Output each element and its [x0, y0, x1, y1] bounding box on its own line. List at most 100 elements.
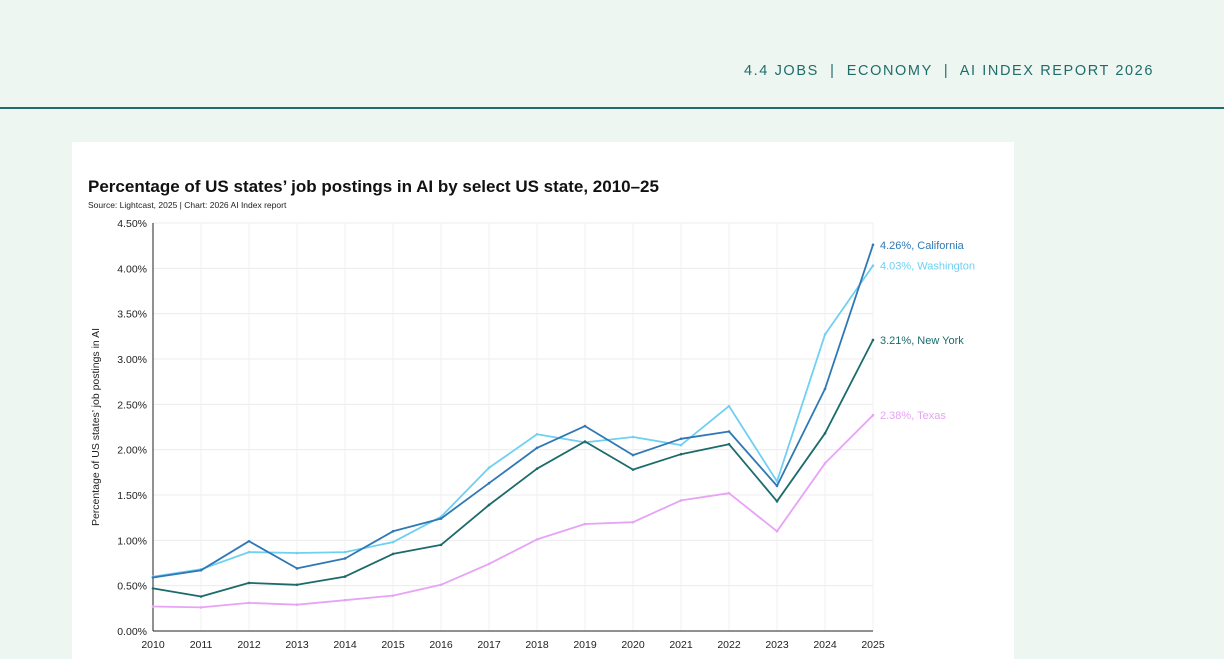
header-chapter: ECONOMY [846, 63, 933, 79]
x-tick-label: 2016 [429, 639, 453, 651]
series-line-california [152, 244, 874, 579]
header-section: 4.4 JOBS [744, 63, 819, 79]
data-point-texas [487, 562, 491, 566]
y-tick-label: 2.00% [117, 445, 147, 457]
header-breadcrumb: 4.4 JOBS | ECONOMY | AI INDEX REPORT 202… [744, 63, 1154, 79]
data-point-texas [151, 605, 155, 608]
data-point-washington [871, 264, 875, 267]
y-tick-label: 0.50% [117, 581, 147, 593]
data-point-california [343, 557, 347, 560]
data-point-washington [343, 550, 347, 554]
data-point-california [295, 567, 299, 570]
data-point-new-york [151, 587, 155, 590]
x-tick-label: 2013 [285, 639, 309, 651]
data-point-texas [199, 606, 203, 609]
data-point-new-york [631, 468, 635, 471]
x-tick-label: 2012 [237, 639, 261, 651]
end-label-california: 4.26%, California [880, 240, 965, 252]
x-tick-label: 2014 [333, 639, 357, 651]
data-point-texas [583, 522, 587, 526]
data-point-new-york [247, 581, 251, 585]
x-tick-label: 2020 [621, 639, 645, 651]
data-point-washington [295, 551, 299, 555]
x-tick-label: 2017 [477, 639, 501, 651]
line-chart: 0.00% 0.50% 1.00% 1.50% 2.00% 2.50% 3.00% 3.50%… [90, 218, 975, 651]
y-tick-label: 4.50% [117, 218, 147, 230]
data-point-california [679, 437, 683, 441]
data-point-california [823, 387, 827, 391]
data-point-new-york [679, 452, 683, 456]
data-point-new-york [487, 503, 491, 507]
data-point-texas [679, 499, 683, 502]
data-point-texas [343, 598, 347, 602]
end-label-washington: 4.03%, Washington [880, 261, 975, 273]
x-tick-label: 2018 [525, 639, 549, 651]
data-point-texas [295, 603, 299, 607]
data-point-texas [727, 491, 731, 495]
data-point-new-york [583, 440, 587, 443]
data-point-new-york [823, 432, 827, 435]
data-point-california [247, 539, 251, 543]
header-separator: | [943, 63, 950, 79]
series-line-texas [152, 414, 874, 609]
data-point-new-york [343, 575, 347, 578]
x-tick-label: 2023 [765, 639, 789, 651]
x-tick-label: 2010 [141, 639, 165, 651]
y-tick-label: 1.00% [117, 535, 147, 547]
data-point-texas [247, 601, 251, 605]
data-point-new-york [295, 583, 299, 587]
data-point-washington [679, 443, 683, 447]
data-point-california [151, 576, 155, 579]
x-tick-label: 2022 [717, 639, 741, 651]
data-point-new-york [727, 442, 731, 446]
data-point-california [583, 424, 587, 428]
end-label-texas: 2.38%, Texas [880, 410, 946, 422]
x-tick-label: 2024 [813, 639, 837, 651]
data-point-new-york [391, 552, 395, 556]
data-point-california [487, 481, 491, 485]
series-line-washington [152, 265, 874, 578]
data-point-california [727, 430, 731, 433]
header-report: AI INDEX REPORT 2026 [959, 63, 1154, 79]
data-point-washington [727, 404, 731, 408]
x-tick-label: 2021 [669, 639, 693, 651]
data-point-washington [775, 480, 779, 483]
data-point-california [391, 529, 395, 533]
y-tick-label: 4.00% [117, 263, 147, 275]
data-point-california [775, 484, 779, 488]
x-tick-label: 2011 [190, 639, 213, 651]
chart-card: Percentage of US states’ job postings in… [72, 142, 1014, 659]
data-point-california [535, 446, 539, 450]
data-point-washington [535, 432, 539, 436]
data-point-california [199, 568, 203, 572]
data-point-washington [823, 333, 827, 336]
data-point-new-york [775, 500, 779, 503]
data-point-washington [487, 466, 491, 470]
data-point-new-york [199, 595, 203, 598]
data-point-california [631, 453, 635, 457]
y-tick-label: 2.50% [117, 399, 147, 411]
series-line-new-york [152, 339, 874, 598]
x-tick-label: 2019 [573, 639, 597, 651]
x-tick-label: 2015 [381, 639, 405, 651]
data-point-texas [535, 538, 539, 541]
y-tick-label: 1.50% [117, 490, 147, 502]
data-point-washington [247, 550, 251, 554]
data-point-new-york [535, 467, 539, 471]
data-point-texas [439, 583, 443, 587]
data-point-texas [871, 413, 875, 417]
data-point-washington [631, 435, 635, 439]
y-axis-title: Percentage of US states’ job postings in… [90, 328, 102, 526]
page-header: 4.4 JOBS | ECONOMY | AI INDEX REPORT 202… [0, 0, 1224, 109]
data-point-texas [631, 520, 635, 524]
data-point-california [439, 517, 443, 520]
header-separator: | [830, 63, 836, 79]
chart-subtitle: Source: Lightcast, 2025 | Chart: 2026 AI… [88, 200, 287, 210]
y-tick-label: 3.50% [117, 309, 147, 321]
data-point-california [871, 243, 875, 247]
end-label-new-york: 3.21%, New York [880, 335, 964, 347]
data-point-texas [391, 594, 395, 597]
data-point-new-york [439, 543, 443, 547]
data-point-washington [391, 540, 395, 544]
data-point-texas [823, 461, 827, 465]
